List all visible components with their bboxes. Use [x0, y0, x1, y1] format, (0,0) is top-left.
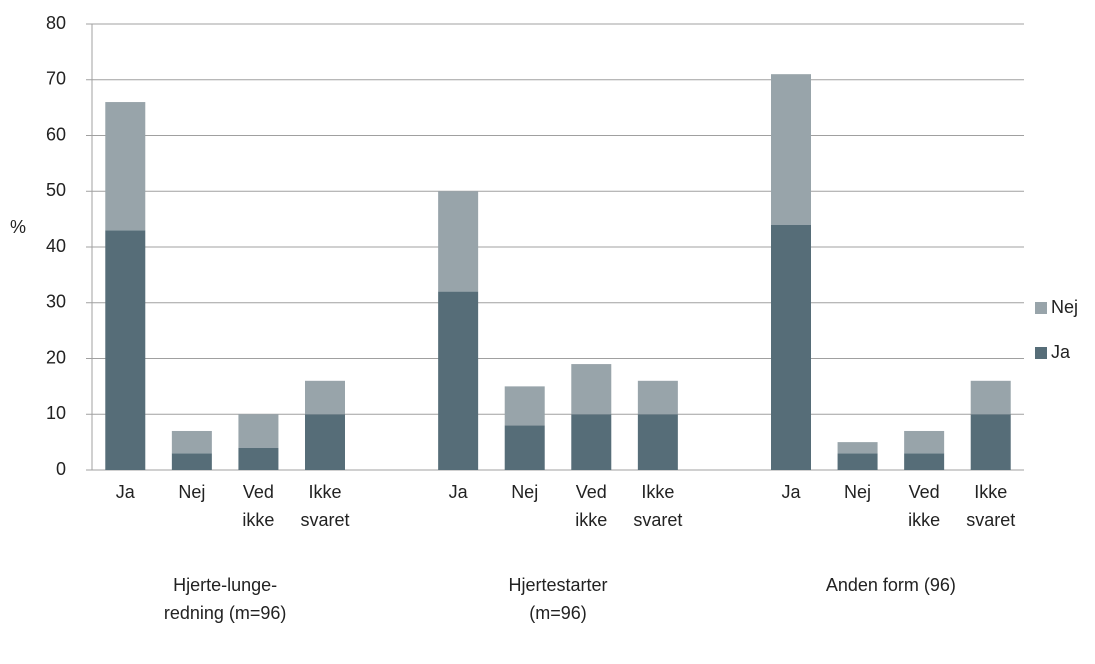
y-axis-label: %	[10, 217, 26, 237]
bar-segment	[571, 364, 612, 415]
x-tick-label: Ikke svaret	[966, 482, 1016, 530]
y-tick-label: 70	[46, 69, 66, 89]
y-tick-label: 40	[46, 236, 66, 256]
x-tick-label: Nej	[178, 482, 206, 502]
bar-segment	[637, 380, 678, 415]
bar-segment	[904, 430, 945, 454]
bar-segment	[438, 191, 479, 292]
bar-segment	[238, 414, 279, 448]
bar-segment	[637, 414, 678, 470]
group-label: Hjerte-lunge-redning (m=96)	[163, 575, 287, 623]
x-tick-label: Ved ikke	[575, 482, 608, 530]
bar-segment	[970, 380, 1011, 415]
group-label: Anden form (96)	[825, 575, 956, 595]
bar-segment	[105, 230, 146, 470]
bar-segment	[504, 386, 545, 426]
x-tick-label: Ikke svaret	[300, 482, 350, 530]
bar-segment	[305, 380, 345, 415]
y-tick-label: 50	[46, 180, 66, 200]
bar-segment	[171, 430, 212, 454]
x-tick-label: Ja	[448, 482, 468, 502]
x-tick-label: Nej	[844, 482, 872, 502]
bar-segment	[837, 453, 878, 470]
bar-segment	[238, 447, 279, 470]
x-tick-label: Ja	[115, 482, 135, 502]
legend-swatch	[1035, 302, 1047, 314]
bar-segment	[105, 102, 146, 231]
y-tick-label: 10	[46, 403, 66, 423]
bar-segment	[771, 224, 811, 470]
x-tick-label: Nej	[511, 482, 539, 502]
y-tick-label: 20	[46, 347, 66, 367]
y-tick-label: 30	[46, 292, 66, 312]
bar-segment	[171, 453, 212, 470]
bar-segment	[970, 414, 1011, 470]
group-label: Hjertestarter (m=96)	[508, 575, 608, 623]
bar-segment	[571, 414, 612, 470]
bar-segment	[771, 74, 811, 225]
bar-segment	[904, 453, 945, 470]
bar-segment	[305, 414, 345, 470]
x-tick-label: Ikke svaret	[633, 482, 683, 530]
legend-label: Nej	[1051, 297, 1078, 317]
y-tick-label: 0	[56, 459, 66, 479]
legend-label: Ja	[1051, 342, 1071, 362]
bar-segment	[438, 291, 479, 470]
x-tick-label: Ved ikke	[242, 482, 275, 530]
x-tick-label: Ved ikke	[908, 482, 941, 530]
y-tick-label: 80	[46, 13, 66, 33]
x-tick-label: Ja	[781, 482, 801, 502]
y-tick-label: 60	[46, 124, 66, 144]
legend-swatch	[1035, 347, 1047, 359]
bar-segment	[504, 425, 545, 470]
bar-segment	[837, 442, 878, 454]
